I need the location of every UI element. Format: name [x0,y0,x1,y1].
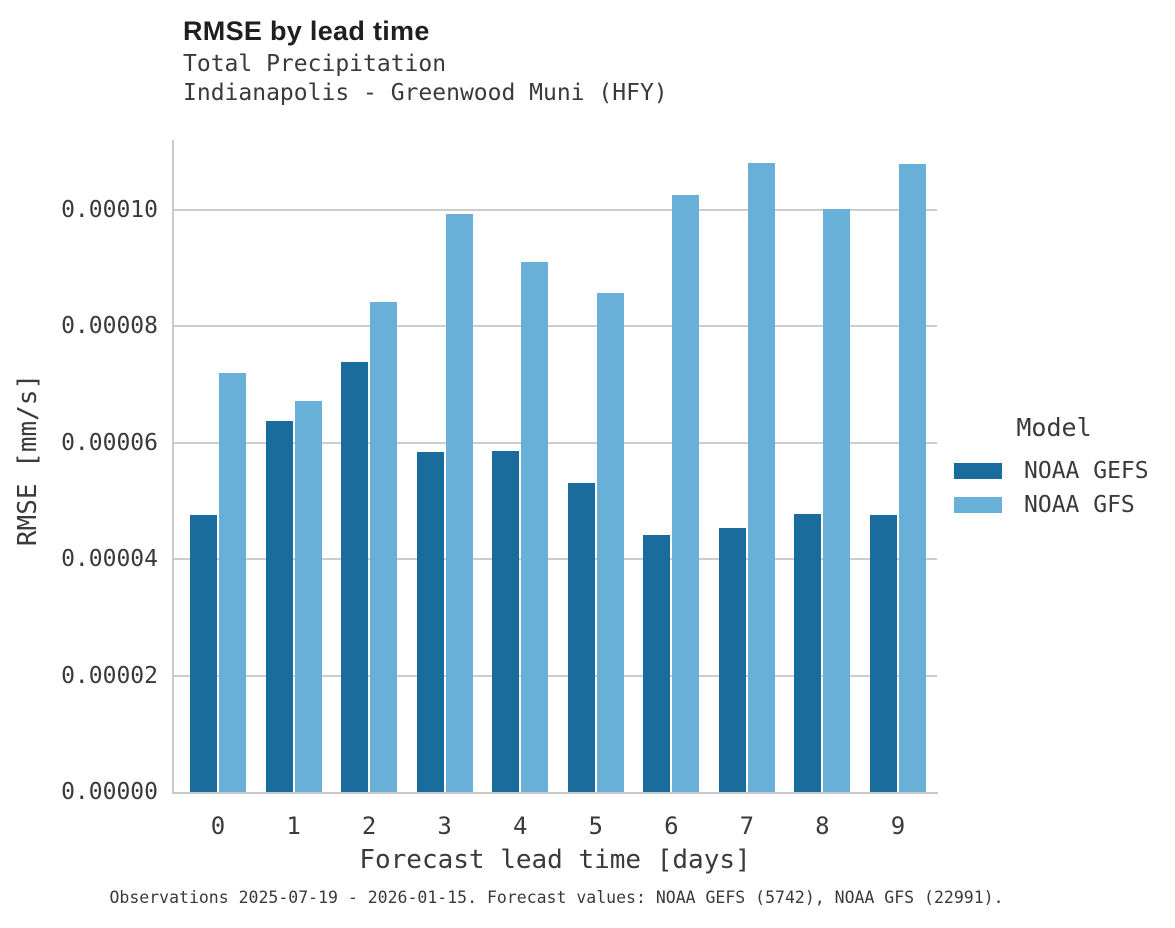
gridline [174,558,937,561]
x-tick-label: 0 [210,812,226,840]
y-tick-label: 0.00008 [61,313,158,340]
legend-row: NOAA GFS [954,488,1169,522]
bar-noaa-gfs [823,208,851,792]
x-tick-label: 3 [437,812,452,840]
legend-row: NOAA GEFS [954,454,1169,488]
x-tick-label: 2 [361,812,377,840]
bar-noaa-gfs [370,302,398,792]
legend: Model NOAA GEFS NOAA GFS [954,413,1169,522]
x-tick-label: 1 [286,812,301,840]
bar-noaa-gefs [492,451,520,792]
x-axis-label: Forecast lead time [days] [359,845,751,875]
bar-noaa-gfs [294,400,322,792]
legend-label: NOAA GFS [1024,492,1135,518]
x-tick-label: 6 [664,812,679,840]
bar-noaa-gefs [341,361,369,792]
y-tick-label: 0.00002 [61,662,158,689]
legend-swatch-icon [954,463,1002,479]
bar-noaa-gfs [521,262,549,792]
chart-subtitle-line1: Total Precipitation [183,51,447,77]
x-tick-label: 8 [815,812,830,840]
bar-noaa-gefs [190,515,217,792]
bar-noaa-gefs [567,483,595,792]
y-tick-label: 0.00006 [61,429,158,456]
bar-noaa-gfs [898,164,926,792]
y-tick-label: 0.00004 [61,546,158,573]
y-axis-spine [172,140,174,794]
bar-noaa-gfs [596,293,624,792]
y-tick-label: 0.00000 [61,779,158,805]
x-tick-label: 7 [739,812,755,840]
bar-noaa-gefs [869,515,897,792]
legend-entries: NOAA GEFS NOAA GFS [954,454,1169,522]
x-axis-spine [172,792,938,794]
bar-noaa-gfs [219,373,246,792]
bar-noaa-gfs [747,162,775,792]
x-tick-label: 9 [890,812,906,840]
y-axis-label: RMSE [mm/s] [13,373,43,547]
bar-noaa-gfs [672,194,700,792]
bar-noaa-gefs [265,420,293,792]
x-tick-label: 5 [588,812,603,840]
bar-noaa-gefs [643,534,671,792]
y-tick-label: 0.00010 [61,196,158,223]
bar-noaa-gefs [416,452,444,792]
chart-subtitle-line2: Indianapolis - Greenwood Muni (HFY) [183,80,668,106]
legend-swatch-icon [954,497,1002,513]
bar-noaa-gefs [718,528,746,792]
footer-note: Observations 2025-07-19 - 2026-01-15. Fo… [109,888,1004,907]
legend-title: Model [1016,413,1092,442]
legend-label: NOAA GEFS [1024,458,1149,484]
gridline [174,325,937,328]
bar-noaa-gefs [794,513,822,792]
gridline [174,674,937,677]
gridline [174,208,937,211]
chart-title: RMSE by lead time [183,16,430,46]
plot-area [172,140,938,794]
gridline [174,441,937,444]
bar-noaa-gfs [445,213,473,792]
x-tick-label: 4 [512,812,528,840]
